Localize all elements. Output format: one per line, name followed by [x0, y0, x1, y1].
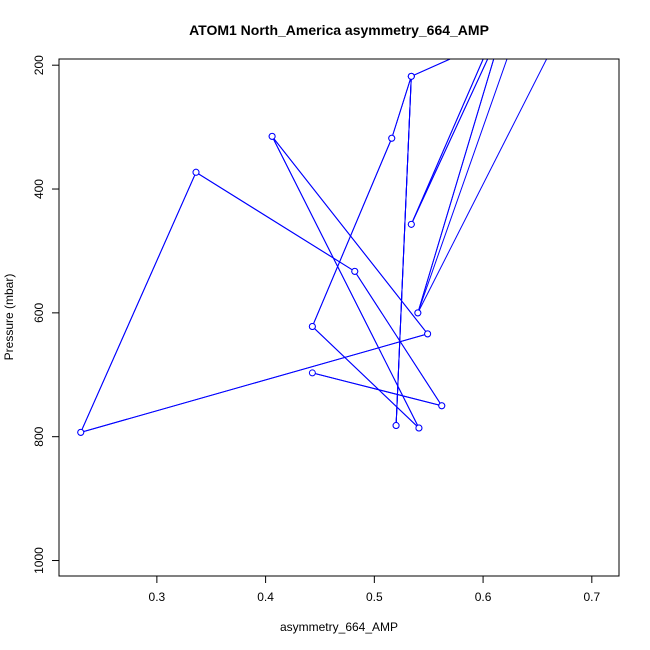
series-line-segment — [354, 271, 443, 407]
chart-title: ATOM1 North_America asymmetry_664_AMP — [189, 22, 489, 38]
y-axis-label: Pressure (mbar) — [2, 274, 16, 361]
y-tick-label: 400 — [32, 179, 46, 199]
series-line-segment — [395, 76, 412, 426]
data-point — [388, 134, 396, 142]
series-line-segment — [410, 59, 489, 225]
data-point — [407, 220, 415, 228]
data-point — [407, 72, 415, 80]
series-line-segment — [417, 59, 508, 314]
y-axis: 200 400 600 800 1000 — [32, 55, 60, 574]
series-line-segment — [492, 34, 494, 40]
x-axis-label: asymmetry_664_AMP — [280, 620, 398, 634]
data-point — [308, 369, 316, 377]
series-line-segment — [417, 59, 548, 314]
y-tick-label: 600 — [32, 303, 46, 323]
data-point — [424, 330, 432, 338]
plot-frame — [58, 58, 620, 577]
data-point — [513, 31, 519, 37]
series-line-segment — [417, 59, 495, 313]
series-line-segment — [271, 136, 420, 429]
data-point — [491, 31, 497, 37]
plot-area — [77, 19, 562, 436]
x-tick-label: 0.4 — [257, 590, 274, 604]
x-tick-label: 0.6 — [475, 590, 492, 604]
series-line-segment — [312, 372, 442, 407]
x-tick-label: 0.5 — [366, 590, 383, 604]
data-point — [489, 37, 495, 43]
y-tick-label: 800 — [32, 426, 46, 446]
data-point — [491, 31, 497, 37]
data-point — [438, 402, 446, 410]
data-point — [414, 309, 422, 317]
data-point — [268, 132, 276, 140]
data-point — [502, 19, 508, 25]
data-point — [489, 37, 495, 43]
series-line-segment — [80, 333, 428, 433]
series-line-segment — [312, 326, 420, 429]
series-points — [77, 19, 562, 436]
x-tick-label: 0.7 — [583, 590, 600, 604]
data-point — [502, 19, 508, 25]
series-line-segment — [80, 172, 197, 433]
data-point — [77, 428, 85, 436]
series-lines — [80, 34, 548, 433]
series-line-segment — [411, 59, 452, 77]
y-tick-label: 200 — [32, 55, 46, 75]
series-line-segment — [492, 34, 494, 40]
series-line-segment — [410, 59, 484, 225]
data-point — [308, 322, 316, 330]
data-point — [556, 31, 562, 37]
series-line-segment — [311, 138, 393, 327]
x-axis: 0.3 0.4 0.5 0.6 0.7 — [149, 575, 600, 604]
y-tick-label: 1000 — [32, 547, 46, 574]
data-point — [415, 424, 423, 432]
data-point — [392, 422, 400, 430]
series-line-segment — [391, 76, 412, 139]
series-line-segment — [195, 171, 356, 272]
data-point — [351, 267, 359, 275]
data-point — [192, 168, 200, 176]
x-tick-label: 0.3 — [149, 590, 166, 604]
